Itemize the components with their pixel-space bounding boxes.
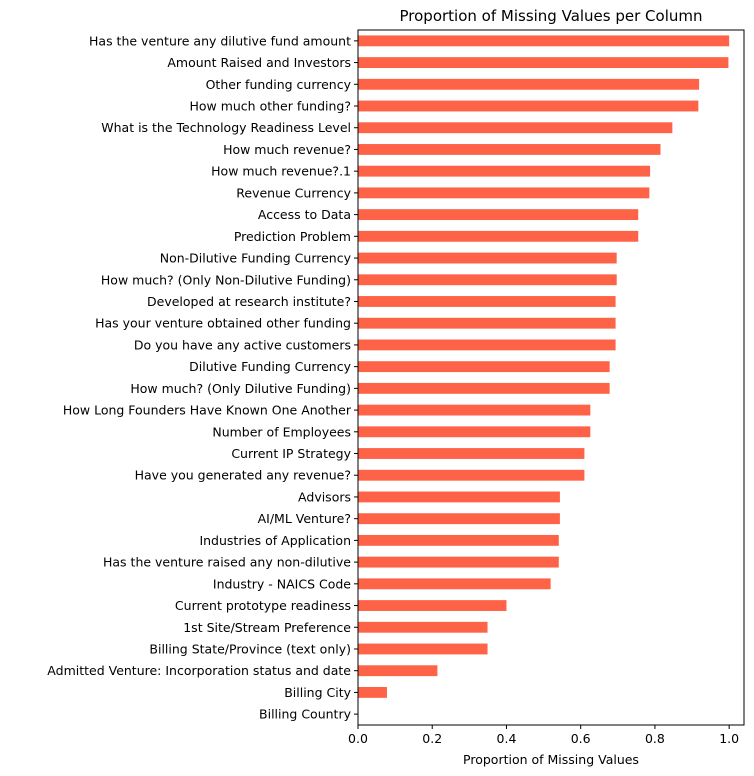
y-tick-label: How Long Founders Have Known One Another [63, 403, 352, 418]
bar [358, 556, 559, 568]
x-tick-label: 0.8 [645, 731, 665, 746]
x-tick-label: 1.0 [719, 731, 739, 746]
y-tick-label: Billing Country [259, 707, 352, 722]
y-tick-label: AI/ML Venture? [258, 511, 351, 526]
y-tick-label: Have you generated any revenue? [135, 468, 351, 483]
bar [358, 404, 591, 416]
bar [358, 665, 438, 677]
bars-group [358, 35, 730, 698]
y-tick-label: How much revenue? [223, 142, 351, 157]
bar [358, 57, 729, 69]
y-tick-label: Admitted Venture: Incorporation status a… [47, 663, 351, 678]
y-tick-label: Has the venture raised any non-dilutive [103, 555, 351, 570]
x-tick-label: 0.6 [571, 731, 591, 746]
bar [358, 361, 610, 373]
y-tick-label: How much revenue?.1 [211, 164, 351, 179]
y-tick-label: Access to Data [258, 207, 351, 222]
bar [358, 643, 488, 655]
y-tick-label: Number of Employees [212, 424, 351, 439]
y-tick-label: How much other funding? [189, 99, 351, 114]
y-tick-label: Other funding currency [206, 77, 352, 92]
y-tick-label: Prediction Problem [234, 229, 351, 244]
bar [358, 296, 616, 307]
bar [358, 382, 610, 394]
bar [358, 513, 560, 525]
bar [358, 35, 730, 47]
bar [358, 534, 559, 546]
bar [358, 165, 651, 177]
x-axis-ticks: 0.0 0.2 0.4 0.6 0.8 1.0 [348, 725, 739, 746]
y-tick-label: Developed at research institute? [147, 294, 351, 309]
bar [358, 491, 560, 503]
y-tick-label: Billing State/Province (text only) [149, 641, 351, 656]
bar [358, 578, 551, 590]
x-tick-label: 0.0 [348, 731, 368, 746]
x-tick-label: 0.2 [422, 731, 442, 746]
bar [358, 686, 387, 698]
y-tick-label: Billing City [284, 685, 351, 700]
y-tick-label: Has your venture obtained other funding [95, 316, 351, 331]
bar [358, 600, 507, 611]
y-tick-label: Do you have any active customers [134, 337, 351, 352]
bar [358, 209, 639, 221]
x-axis-label: Proportion of Missing Values [463, 752, 639, 767]
y-tick-label: Current IP Strategy [231, 446, 351, 461]
bar [358, 122, 673, 134]
y-tick-label: Amount Raised and Investors [167, 55, 351, 70]
bar [358, 78, 700, 90]
y-tick-label: Has the venture any dilutive fund amount [89, 33, 351, 48]
bar [358, 100, 699, 112]
y-axis-ticks: Has the venture any dilutive fund amount… [47, 33, 358, 722]
x-tick-label: 0.4 [497, 731, 517, 746]
y-tick-label: Current prototype readiness [175, 598, 351, 613]
y-tick-label: What is the Technology Readiness Level [101, 120, 351, 135]
bar [358, 187, 650, 199]
y-tick-label: Advisors [298, 489, 351, 504]
bar [358, 469, 585, 481]
y-tick-label: 1st Site/Stream Preference [183, 620, 351, 635]
y-tick-label: Industries of Application [199, 533, 351, 548]
bar [358, 252, 617, 264]
bar [358, 144, 661, 155]
chart-title: Proportion of Missing Values per Column [400, 7, 703, 25]
bar [358, 230, 639, 242]
plot-frame [357, 29, 745, 726]
y-tick-label: Non-Dilutive Funding Currency [160, 251, 352, 266]
bar [358, 317, 616, 329]
y-tick-label: Dilutive Funding Currency [189, 359, 351, 374]
y-tick-label: Revenue Currency [236, 185, 351, 200]
y-tick-label: How much? (Only Non-Dilutive Funding) [101, 272, 351, 287]
bar [358, 621, 488, 633]
bar [358, 426, 591, 438]
bar [358, 339, 616, 351]
bar [358, 448, 585, 459]
bar [358, 274, 617, 286]
y-tick-label: How much? (Only Dilutive Funding) [130, 381, 351, 396]
y-tick-label: Industry - NAICS Code [213, 576, 351, 591]
